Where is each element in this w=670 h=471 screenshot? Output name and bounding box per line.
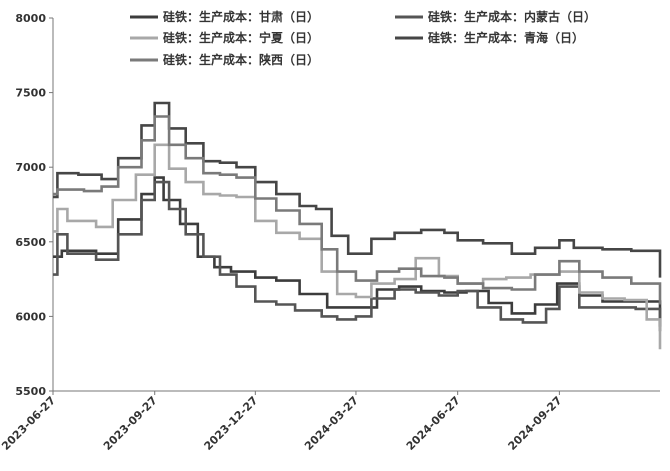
y-tick-label: 6000	[15, 310, 46, 323]
y-tick-label: 7000	[15, 161, 46, 174]
x-tick-label: 2023-09-27	[101, 394, 160, 453]
x-tick-label: 2024-03-27	[302, 394, 361, 453]
y-tick-label: 8000	[15, 12, 46, 25]
x-tick-label: 2024-09-27	[506, 394, 565, 453]
legend-label-4: 硅铁：生产成本：陕西（日）	[163, 52, 319, 67]
y-tick-label: 7500	[15, 87, 46, 100]
series-group	[53, 101, 662, 350]
y-tick-label: 5500	[15, 385, 46, 398]
x-tick-label: 2023-12-27	[201, 394, 260, 453]
x-tick-label: 2023-06-27	[0, 394, 58, 453]
series-line-4	[53, 115, 662, 305]
y-tick-label: 6500	[15, 236, 46, 249]
series-line-1	[53, 180, 662, 332]
legend: 硅铁：生产成本：甘肃（日） 硅铁：生产成本：内蒙古（日） 硅铁：生产成本：宁夏（日）…	[130, 9, 596, 67]
legend-label-0: 硅铁：生产成本：甘肃（日）	[163, 9, 319, 24]
axes: 5500 6000 6500 7000 7500 8000 2023-06-27 2023-0…	[0, 12, 660, 453]
series-line-3	[53, 101, 662, 278]
legend-label-2: 硅铁：生产成本：宁夏（日）	[163, 30, 319, 45]
x-tick-label: 2024-06-27	[404, 394, 463, 453]
legend-label-3: 硅铁：生产成本：青海（日）	[428, 30, 584, 45]
legend-label-1: 硅铁：生产成本：内蒙古（日）	[428, 9, 596, 24]
